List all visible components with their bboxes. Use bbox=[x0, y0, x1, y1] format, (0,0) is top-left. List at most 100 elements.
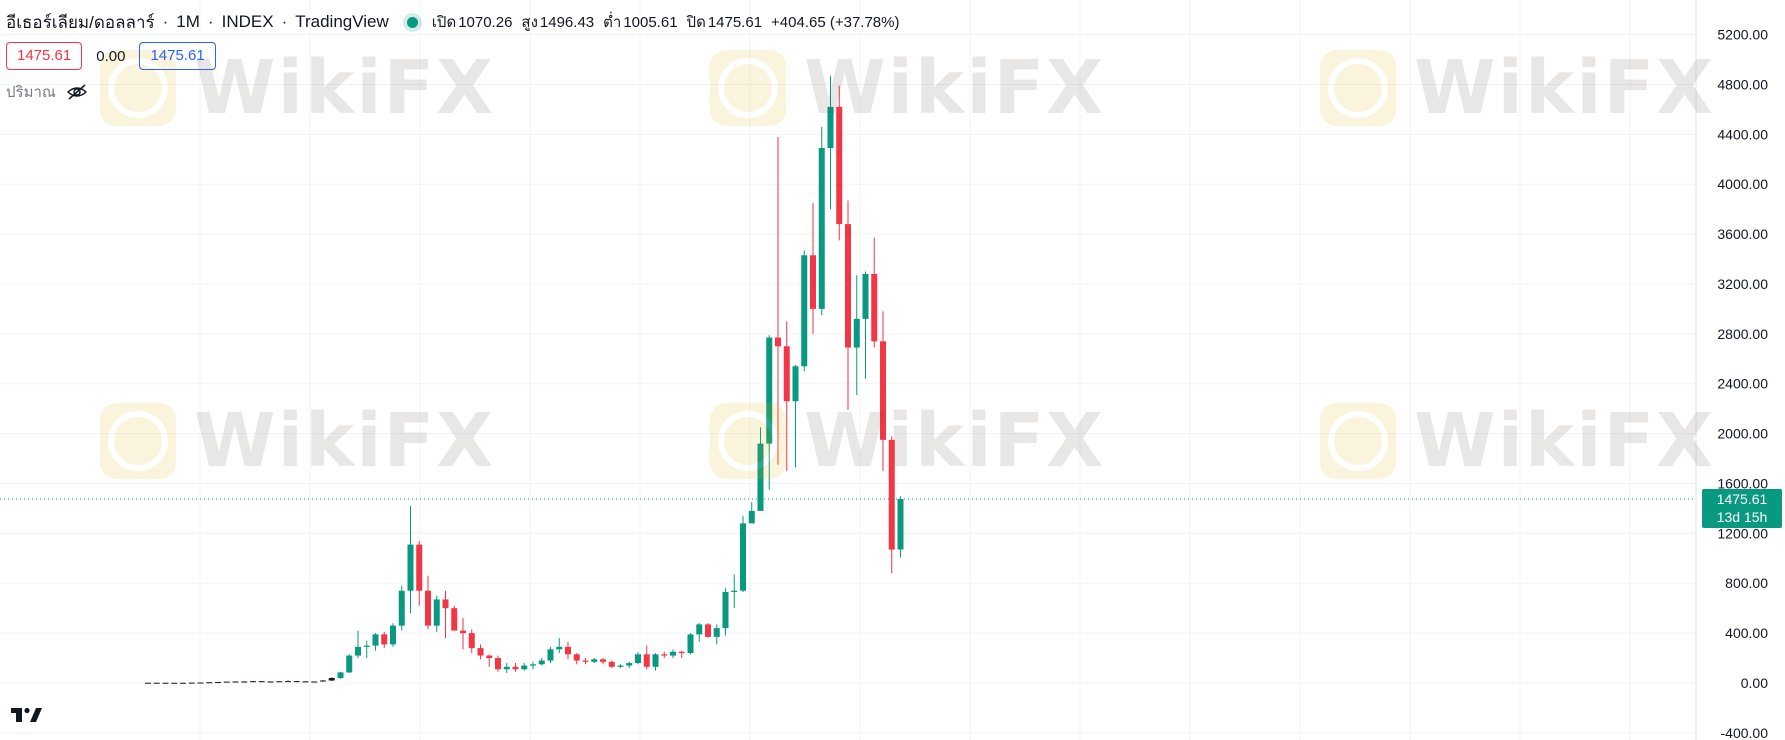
change-value: +404.65 (+37.78%) bbox=[771, 13, 900, 31]
candle-up bbox=[538, 660, 545, 665]
y-tick-label: -400.00 bbox=[1721, 725, 1769, 740]
candle-down bbox=[678, 651, 685, 654]
y-tick-label: 5200.00 bbox=[1717, 27, 1768, 43]
y-tick-label: 0.00 bbox=[1741, 675, 1768, 691]
candle-up bbox=[188, 682, 195, 684]
candle-up bbox=[731, 590, 738, 592]
eye-off-icon[interactable] bbox=[66, 83, 88, 101]
candle-down bbox=[783, 346, 790, 402]
candle-down bbox=[512, 666, 519, 670]
tradingview-logo-icon[interactable] bbox=[8, 702, 44, 730]
candle-down bbox=[565, 646, 571, 655]
candle-up bbox=[853, 318, 860, 348]
candle-up bbox=[407, 544, 414, 591]
candle-up bbox=[398, 590, 405, 626]
candle-up bbox=[276, 681, 283, 683]
interval[interactable]: 1M bbox=[176, 12, 200, 31]
y-tick-label: 4000.00 bbox=[1717, 176, 1768, 192]
low-value: 1005.61 bbox=[623, 13, 678, 31]
candle-up bbox=[897, 498, 904, 550]
high-label: สูง bbox=[521, 14, 538, 31]
candle-up bbox=[670, 651, 676, 656]
candle-up bbox=[521, 665, 528, 670]
candle-up bbox=[250, 681, 256, 683]
y-tick-label: 1600.00 bbox=[1717, 475, 1768, 491]
candle-down bbox=[258, 681, 265, 683]
y-tick-label: 4400.00 bbox=[1717, 126, 1768, 142]
candle-up bbox=[713, 628, 720, 637]
high-value: 1496.43 bbox=[539, 13, 595, 31]
candle-down bbox=[302, 681, 309, 683]
candle-down bbox=[486, 655, 493, 659]
candle-down bbox=[293, 681, 300, 683]
separator: · bbox=[162, 12, 169, 31]
candle-down bbox=[495, 658, 501, 670]
market-status-icon[interactable] bbox=[406, 16, 418, 28]
sell-price-box[interactable]: 1475.61 bbox=[6, 42, 83, 70]
candle-up bbox=[320, 680, 326, 682]
y-tick-label: 4800.00 bbox=[1717, 76, 1768, 92]
candle-up bbox=[311, 681, 318, 683]
candle-down bbox=[643, 654, 650, 667]
candle-down bbox=[600, 659, 606, 662]
volume-label: ปริมาณ bbox=[6, 84, 56, 101]
candle-down bbox=[267, 681, 274, 683]
y-tick-label: 3200.00 bbox=[1717, 276, 1768, 292]
candle-up bbox=[740, 523, 746, 591]
candle-up bbox=[862, 273, 869, 319]
candle-up bbox=[626, 663, 633, 666]
y-tick-label: 3600.00 bbox=[1717, 226, 1768, 242]
candle-up bbox=[556, 646, 563, 650]
candle-down bbox=[468, 633, 475, 649]
candle-up bbox=[801, 255, 808, 367]
candle-up bbox=[433, 599, 440, 626]
close-label: ปิด bbox=[686, 14, 706, 31]
candle-up bbox=[547, 649, 554, 661]
candle-down bbox=[845, 224, 851, 348]
candle-up bbox=[818, 148, 825, 309]
candle-up bbox=[591, 659, 598, 662]
candle-up bbox=[223, 681, 230, 683]
candle-up bbox=[232, 681, 239, 683]
candle-down bbox=[460, 630, 466, 634]
candle-up bbox=[687, 634, 694, 654]
candle-down bbox=[381, 634, 388, 645]
candle-up bbox=[355, 646, 361, 656]
candle-down bbox=[871, 273, 878, 342]
candle-down bbox=[573, 654, 580, 661]
symbol-name[interactable]: อีเธอร์เลียม/ดอลลาร์ bbox=[6, 12, 155, 32]
last-price-tag: 1475.61 13d 15h bbox=[1702, 489, 1782, 528]
candle-down bbox=[153, 682, 160, 684]
y-tick-label: 2800.00 bbox=[1717, 326, 1768, 342]
candle-down bbox=[425, 590, 431, 626]
candle-down bbox=[145, 682, 151, 684]
candle-up bbox=[792, 366, 799, 402]
candle-down bbox=[241, 681, 248, 683]
candle-up bbox=[390, 625, 396, 645]
candle-up bbox=[206, 682, 213, 684]
candle-up bbox=[285, 681, 291, 683]
candle-down bbox=[888, 439, 895, 550]
candle-up bbox=[372, 634, 379, 646]
candle-up bbox=[530, 664, 536, 666]
y-tick-label: 2000.00 bbox=[1717, 426, 1768, 442]
data-source: TradingView bbox=[295, 12, 389, 31]
candle-up bbox=[766, 337, 773, 444]
candle-down bbox=[880, 341, 886, 440]
open-value: 1070.26 bbox=[458, 13, 513, 31]
last-price: 1475.61 bbox=[1716, 491, 1768, 507]
candle-down bbox=[451, 608, 458, 631]
candle-up bbox=[328, 678, 335, 681]
candle-up bbox=[503, 666, 510, 670]
candle-up bbox=[171, 682, 178, 684]
candle-up bbox=[757, 443, 764, 511]
separator: · bbox=[281, 12, 288, 31]
candle-up bbox=[180, 682, 186, 684]
chart-legend: อีเธอร์เลียม/ดอลลาร์ · 1M · INDEX · Trad… bbox=[6, 10, 899, 34]
candle-up bbox=[696, 624, 703, 635]
buy-price-box[interactable]: 1475.61 bbox=[139, 42, 216, 70]
y-tick-label: 400.00 bbox=[1725, 625, 1768, 641]
bar-countdown: 13d 15h bbox=[1716, 509, 1768, 525]
candle-up bbox=[635, 654, 641, 664]
